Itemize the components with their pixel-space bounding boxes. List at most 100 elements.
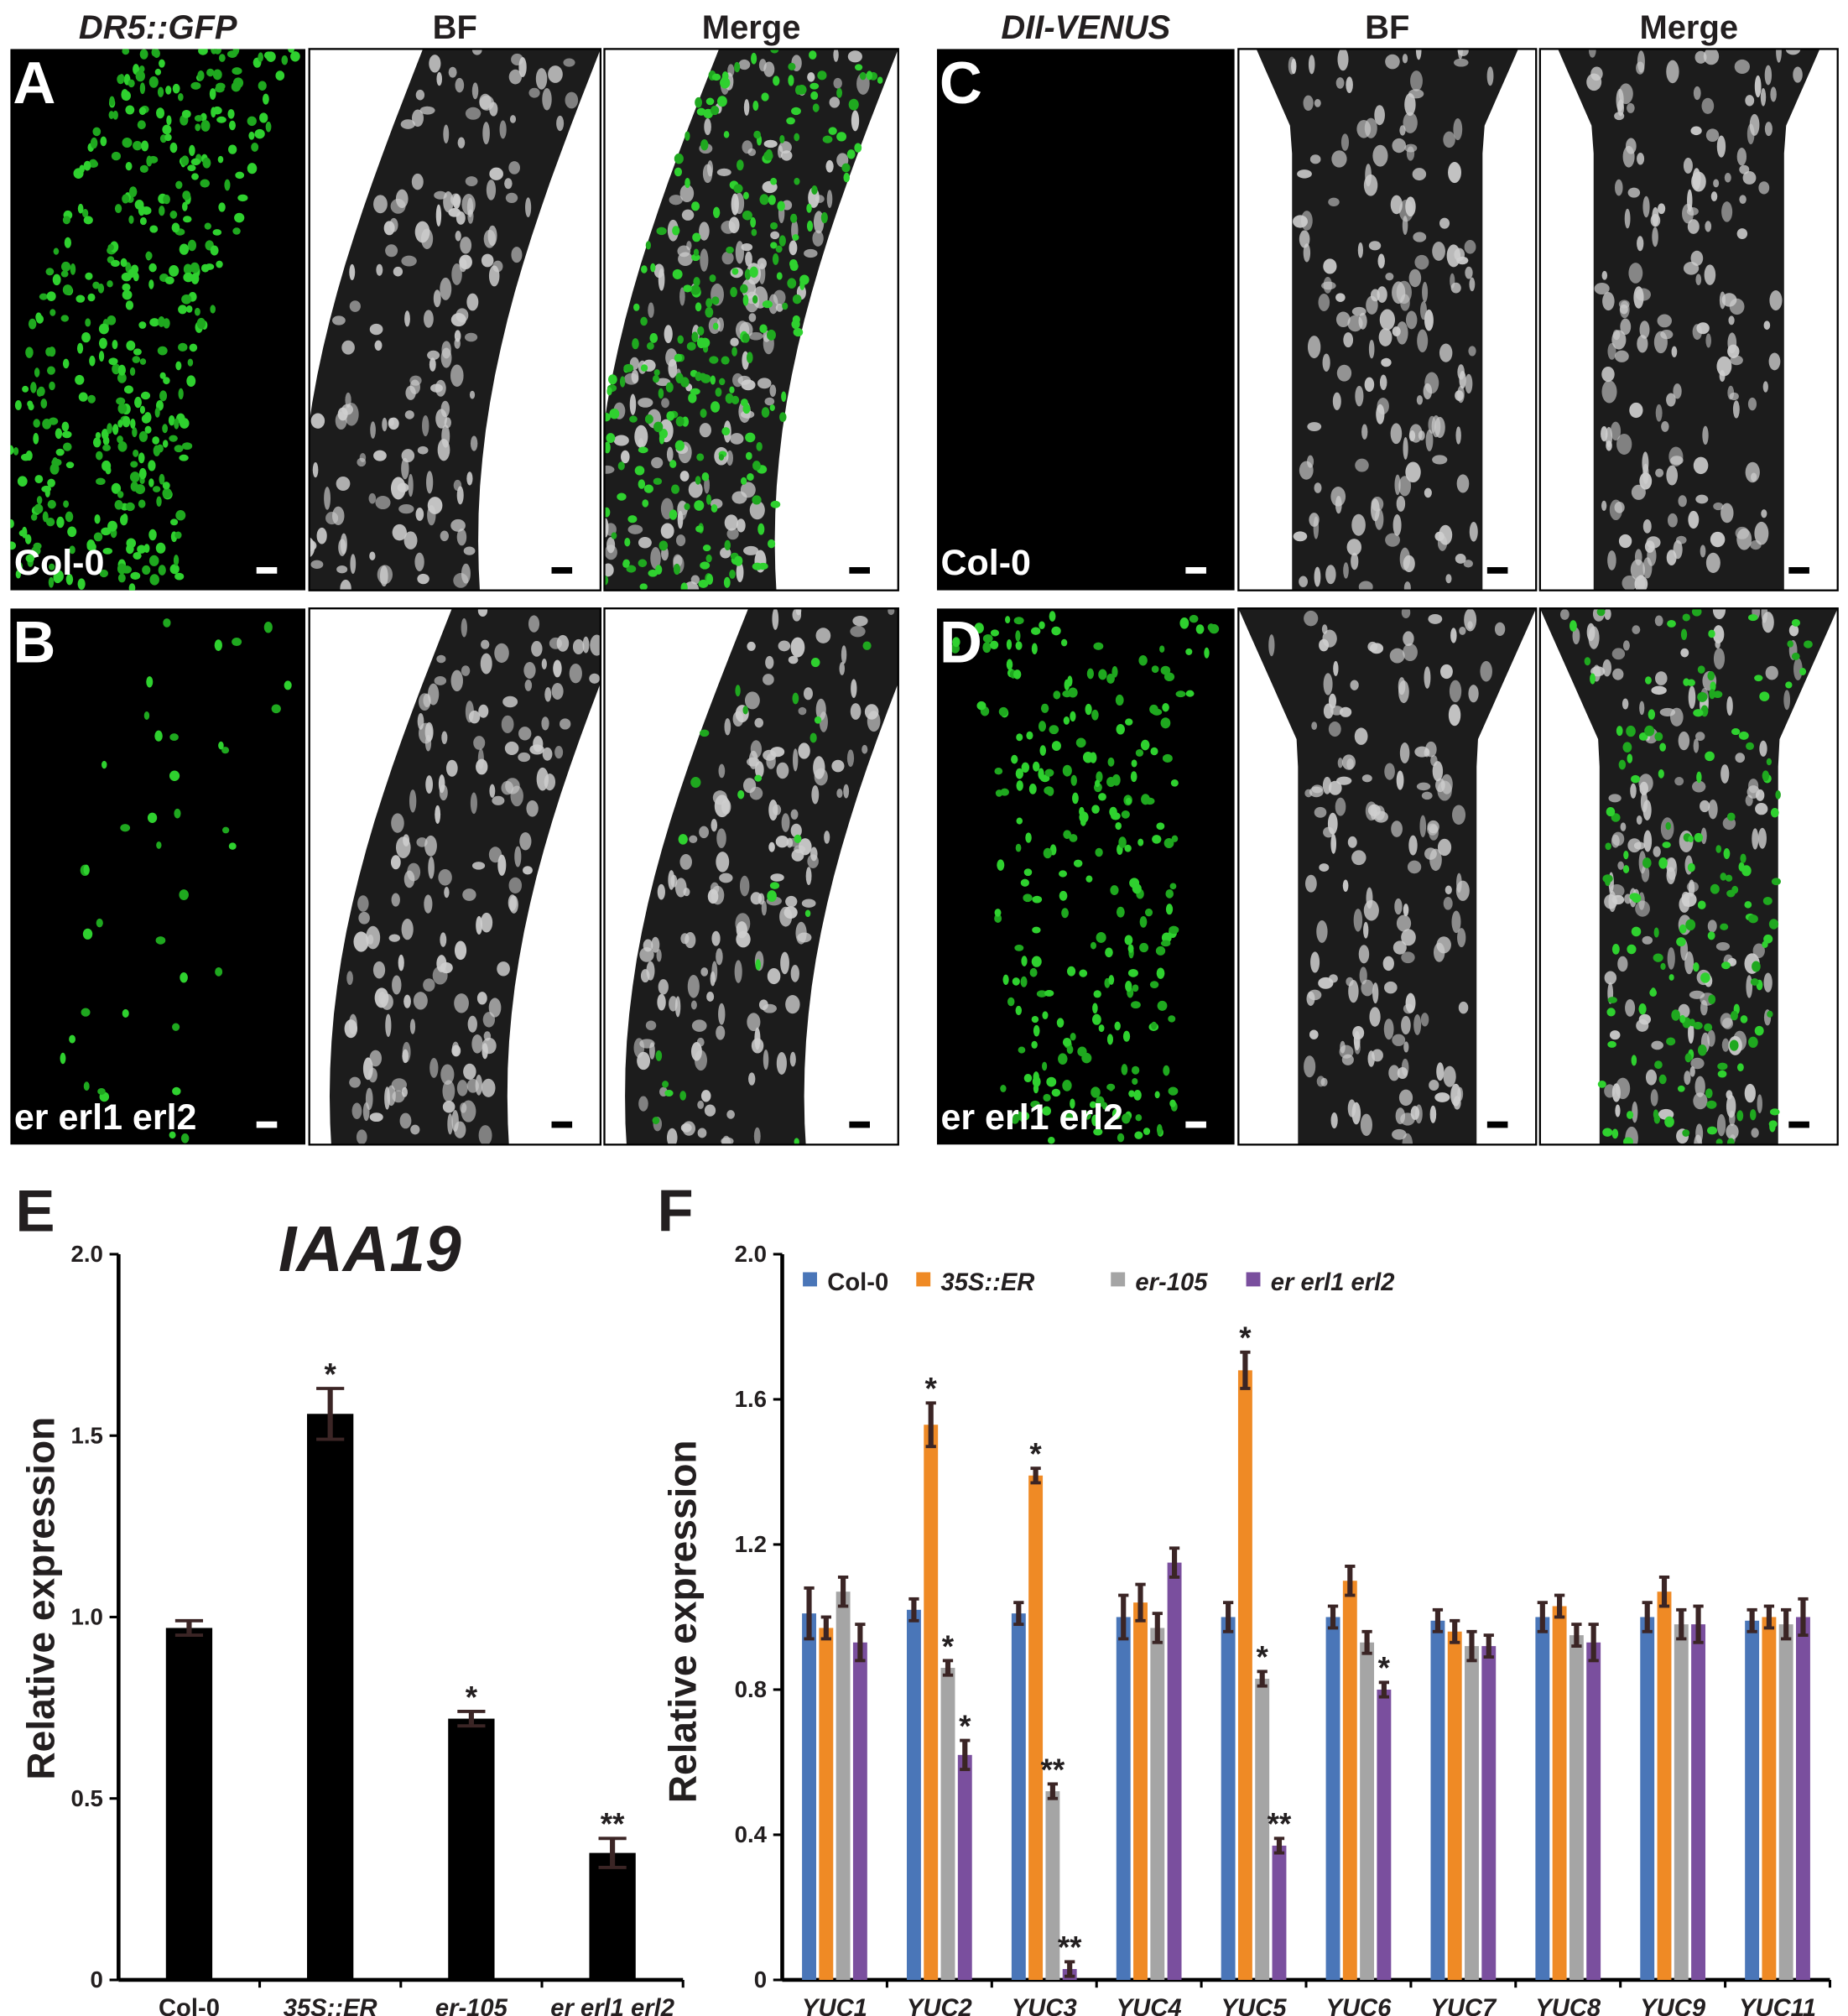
gfp-signal xyxy=(715,388,722,397)
cell xyxy=(634,425,648,448)
gfp-signal xyxy=(94,514,101,524)
cell xyxy=(1405,992,1416,1013)
x-tick-label: YUC5 xyxy=(1221,1995,1288,2016)
error-bar xyxy=(1450,1618,1460,1644)
gfp-signal xyxy=(196,317,206,330)
gfp-signal xyxy=(1707,670,1715,681)
error-bar xyxy=(837,1575,849,1608)
cell xyxy=(1601,380,1617,404)
cell xyxy=(389,217,398,232)
gfp-signal xyxy=(653,421,664,433)
gfp-signal xyxy=(1023,1073,1033,1083)
cell xyxy=(1720,1013,1733,1029)
gfp-signal xyxy=(1151,1021,1158,1030)
gfp-signal xyxy=(183,272,194,283)
gfp-signal xyxy=(770,177,778,185)
gfp-signal xyxy=(1111,1108,1122,1120)
gfp-signal xyxy=(1638,1003,1647,1015)
gfp-signal xyxy=(263,621,273,633)
cell xyxy=(414,552,424,571)
cell xyxy=(1405,461,1421,483)
cell xyxy=(345,392,351,408)
gfp-signal xyxy=(1791,652,1800,660)
cell xyxy=(1736,228,1748,240)
bar xyxy=(1045,1791,1060,1980)
gfp-signal xyxy=(1736,1063,1744,1072)
error-bar xyxy=(316,1387,345,1441)
gfp-signal xyxy=(1667,619,1676,628)
gfp-signal xyxy=(182,216,192,223)
gfp-signal xyxy=(1606,1008,1616,1017)
gfp-signal xyxy=(1697,1044,1707,1056)
cell xyxy=(464,332,478,342)
cell xyxy=(1735,526,1750,539)
cell xyxy=(1713,502,1724,511)
gfp-signal xyxy=(169,1131,176,1139)
gfp-signal xyxy=(1631,774,1641,784)
gfp-signal xyxy=(130,461,138,468)
cell xyxy=(1346,539,1362,556)
cell xyxy=(1328,780,1342,795)
gfp-signal xyxy=(721,71,729,81)
cell xyxy=(1406,146,1415,161)
cell xyxy=(1628,263,1643,284)
cell xyxy=(742,140,753,154)
cell xyxy=(1320,1077,1328,1086)
gfp-signal xyxy=(619,376,626,388)
cell xyxy=(668,358,678,378)
cell xyxy=(1454,58,1469,67)
gfp-signal xyxy=(200,120,211,132)
cell xyxy=(1342,879,1349,892)
gfp-signal xyxy=(688,393,697,404)
cell xyxy=(432,966,448,985)
cell xyxy=(1762,381,1768,393)
significance-mark: ** xyxy=(1058,1930,1082,1965)
cell xyxy=(429,55,441,73)
gfp-signal xyxy=(1039,621,1045,630)
gfp-signal xyxy=(122,1008,129,1018)
gfp-signal xyxy=(1143,1128,1151,1135)
cell xyxy=(324,487,331,510)
cell xyxy=(1450,273,1455,289)
cell xyxy=(1686,881,1699,893)
gfp-signal xyxy=(83,864,90,875)
cell xyxy=(1423,383,1433,400)
cell xyxy=(1314,806,1327,818)
gfp-signal xyxy=(1740,1015,1748,1024)
significance-mark: * xyxy=(1029,1437,1042,1472)
cell xyxy=(456,529,467,546)
gfp-signal xyxy=(237,194,248,202)
x-tick-label: YUC7 xyxy=(1430,1995,1497,2016)
cell xyxy=(1394,474,1401,496)
cell xyxy=(1631,484,1646,500)
cell xyxy=(336,565,348,574)
cell xyxy=(418,693,431,711)
y-tick-label: 1.5 xyxy=(70,1422,102,1448)
cell xyxy=(379,565,388,587)
gfp-signal xyxy=(1108,975,1115,985)
cell xyxy=(1408,835,1418,856)
cell xyxy=(726,528,739,540)
cell xyxy=(604,465,615,474)
gfp-signal xyxy=(169,733,179,741)
gfp-signal xyxy=(125,162,133,171)
cell xyxy=(1358,312,1367,330)
gfp-signal xyxy=(1069,834,1078,842)
bar xyxy=(852,1642,867,1980)
cell xyxy=(801,899,816,908)
cell xyxy=(666,1128,678,1145)
image-border xyxy=(1237,48,1538,591)
cell xyxy=(508,69,523,85)
cell xyxy=(750,740,763,758)
gfp-signal xyxy=(673,563,681,576)
cell xyxy=(483,1031,492,1041)
cell xyxy=(1412,168,1427,181)
gfp-signal xyxy=(56,516,65,529)
error-bar xyxy=(1781,1607,1792,1641)
gfp-signal xyxy=(1759,691,1770,701)
scale-bar xyxy=(1788,567,1809,574)
cell xyxy=(1351,513,1366,536)
gfp-signal xyxy=(1677,1085,1685,1092)
cell xyxy=(1742,170,1757,185)
cell xyxy=(1337,49,1349,71)
